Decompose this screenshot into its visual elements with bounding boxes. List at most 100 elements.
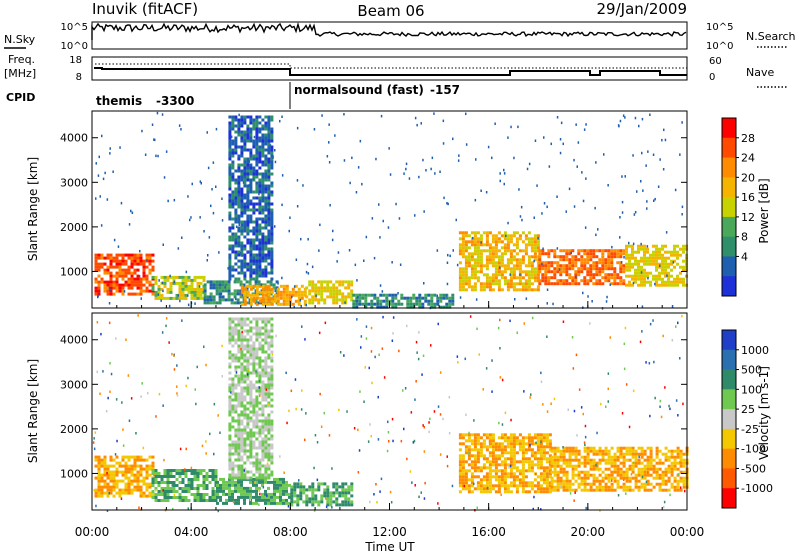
heatmap-cell [580, 279, 584, 283]
heatmap-speckle [382, 219, 384, 223]
heatmap-cell [565, 252, 569, 256]
heatmap-cell [625, 253, 628, 257]
heatmap-cell [622, 482, 626, 486]
heatmap-cell [515, 252, 519, 256]
heatmap-cell [667, 265, 670, 269]
heatmap-cell [228, 425, 232, 429]
heatmap-cell [676, 467, 680, 471]
heatmap-cell [518, 469, 522, 473]
heatmap-cell [196, 284, 200, 288]
heatmap-cell [397, 302, 401, 306]
heatmap-cell [133, 488, 137, 492]
heatmap-cell [643, 271, 646, 275]
heatmap-cell [476, 237, 480, 241]
heatmap-cell [124, 491, 128, 495]
heatmap-cell [258, 178, 262, 182]
heatmap-cell [300, 296, 304, 300]
heatmap-cell [240, 398, 244, 402]
heatmap-cell [601, 282, 605, 286]
heatmap-cell [400, 302, 404, 306]
heatmap-cell [184, 293, 188, 297]
heatmap-cell [497, 463, 501, 467]
heatmap-cell [625, 446, 629, 450]
heatmap-cell [476, 246, 480, 250]
heatmap-cell [234, 235, 238, 239]
heatmap-cell [458, 484, 462, 488]
heatmap-cell [237, 356, 241, 360]
heatmap-cell [145, 464, 149, 468]
heatmap-cell [231, 476, 235, 480]
heatmap-cell [521, 261, 525, 265]
heatmap-speckle [514, 478, 516, 482]
heatmap-cell [491, 240, 495, 244]
heatmap-cell [270, 443, 274, 447]
heatmap-speckle [472, 236, 474, 240]
heatmap-cell [553, 455, 557, 459]
heatmap-cell [394, 293, 398, 297]
heatmap-cell [252, 353, 256, 357]
heatmap-cell [631, 253, 634, 257]
heatmap-cell [249, 190, 253, 194]
heatmap-cell [267, 383, 271, 387]
heatmap-cell [264, 274, 268, 278]
heatmap-speckle [652, 319, 654, 322]
heatmap-cell [261, 383, 265, 387]
heatmap-cell [211, 475, 215, 478]
heatmap-cell [598, 258, 602, 262]
heatmap-cell [261, 338, 265, 342]
heatmap-cell [461, 466, 465, 470]
heatmap-cell [258, 241, 262, 245]
heatmap-cell [527, 288, 531, 292]
heatmap-cell [276, 489, 279, 493]
heatmap-cell [249, 302, 253, 306]
heatmap-cell [240, 214, 244, 218]
heatmap-cell [580, 270, 584, 274]
heatmap-cell [234, 151, 238, 155]
heatmap-cell [181, 490, 185, 493]
heatmap-cell [97, 485, 101, 489]
heatmap-cell [482, 288, 486, 292]
heatmap-cell [494, 448, 498, 452]
heatmap-cell [497, 231, 501, 235]
heatmap-cell [228, 229, 232, 233]
heatmap-cell [252, 365, 256, 369]
heatmap-cell [676, 488, 680, 492]
heatmap-cell [240, 371, 244, 375]
heatmap-cell [106, 470, 110, 474]
heatmap-cell [497, 255, 501, 259]
heatmap-cell [479, 252, 483, 256]
cpid-segment-1-name: themis [96, 94, 142, 108]
heatmap-cell [556, 476, 560, 480]
heatmap-cell [228, 413, 232, 417]
heatmap-cell [530, 469, 534, 473]
heatmap-cell [228, 145, 232, 149]
heatmap-cell [249, 489, 252, 493]
heatmap-cell [497, 270, 501, 274]
heatmap-cell [249, 133, 253, 137]
heatmap-cell [214, 499, 218, 502]
heatmap-cell [264, 259, 268, 263]
heatmap-cell [264, 187, 268, 191]
heatmap-cell [303, 299, 307, 303]
heatmap-cell [112, 265, 116, 269]
freq-left-tick-top: 18 [69, 55, 82, 66]
heatmap-cell [127, 485, 131, 489]
heatmap-cell [240, 302, 244, 306]
heatmap-cell [352, 299, 356, 303]
heatmap-cell [237, 154, 241, 158]
heatmap-cell [673, 485, 677, 489]
heatmap-cell [664, 283, 667, 287]
heatmap-speckle [465, 413, 467, 416]
heatmap-cell [550, 485, 554, 489]
heatmap-cell [133, 485, 137, 489]
heatmap-cell [622, 282, 626, 286]
heatmap-cell [237, 501, 240, 505]
heatmap-speckle [171, 484, 173, 487]
heatmap-speckle [162, 289, 164, 293]
heatmap-cell [293, 482, 297, 486]
heatmap-cell [139, 277, 143, 281]
heatmap-speckle [212, 161, 215, 164]
heatmap-cell [530, 264, 534, 268]
heatmap-cell [270, 374, 274, 378]
heatmap-cell [607, 488, 611, 492]
